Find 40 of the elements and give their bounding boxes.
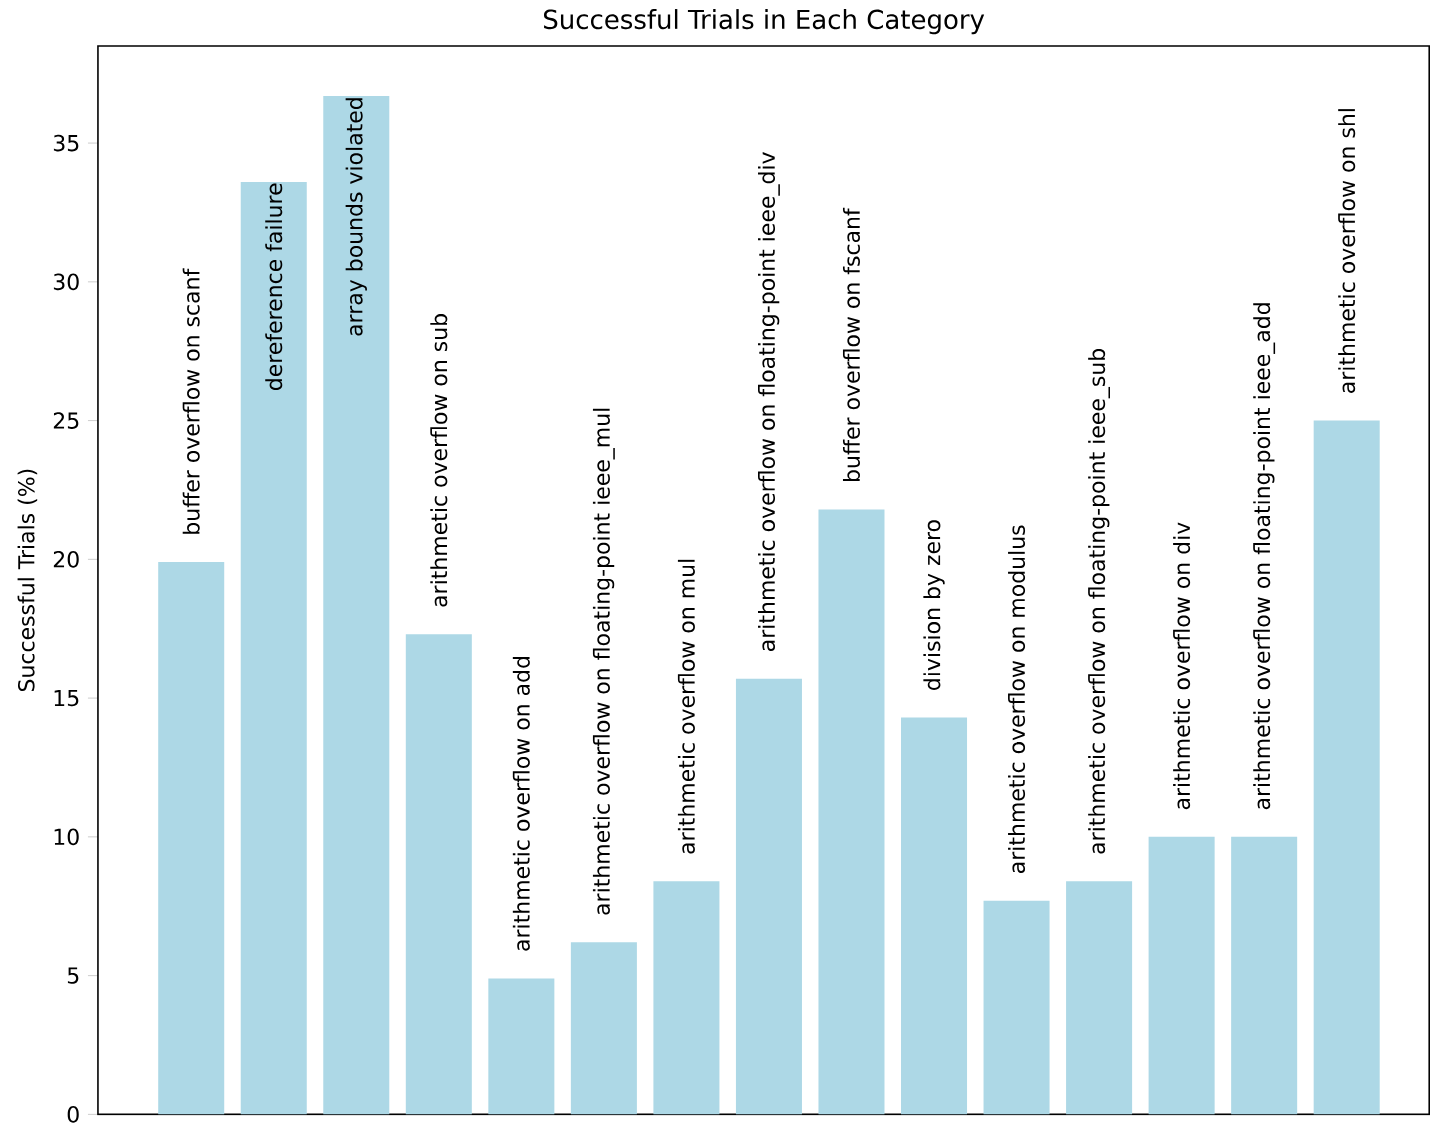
x-tick-label: arithmetic overflow on floating-point ieee_add xyxy=(1253,303,1276,810)
x-tick-label: buffer overflow on scanf xyxy=(182,268,200,534)
x-tick-label: arithmetic overflow on mul xyxy=(677,559,695,854)
bar xyxy=(1148,836,1215,1115)
x-tick-label: arithmetic overflow on div xyxy=(1173,522,1191,810)
bar xyxy=(983,900,1050,1115)
x-tick-label: arithmetic overflow on modulus xyxy=(1008,525,1026,873)
bar xyxy=(1313,420,1380,1115)
x-tick-label: buffer overflow on fscanf xyxy=(842,207,860,481)
y-tick-label: 25 xyxy=(53,412,79,429)
bar xyxy=(818,509,885,1115)
x-tick-label: arithmetic overflow on sub xyxy=(430,314,448,607)
y-tick-label: 10 xyxy=(54,828,79,846)
bar xyxy=(653,881,720,1115)
y-tick-label: 30 xyxy=(53,273,79,291)
x-tick-label: division by zero xyxy=(923,520,945,690)
chart-title: Successful Trials in Each Category xyxy=(544,9,985,35)
bar xyxy=(735,678,802,1115)
y-tick-label: 35 xyxy=(53,134,79,152)
x-tick-label: arithmetic overflow on shl xyxy=(1338,109,1356,393)
x-tick-label: arithmetic overflow on add xyxy=(512,656,530,951)
y-tick-label: 20 xyxy=(53,551,79,568)
y-tick-label: 5 xyxy=(67,967,79,984)
bar xyxy=(488,978,555,1115)
bar xyxy=(158,562,225,1115)
y-axis-title: Successful Trials (%) xyxy=(17,469,38,692)
x-tick-label: arithmetic overflow on floating-point ieee_sub xyxy=(1088,348,1111,854)
bar xyxy=(1231,836,1298,1115)
x-tick-label: dereference failure xyxy=(265,183,283,391)
bar xyxy=(323,95,390,1115)
bar xyxy=(570,942,637,1115)
y-tick-label: 0 xyxy=(67,1106,79,1123)
bar xyxy=(240,181,307,1115)
bar xyxy=(901,717,968,1115)
y-tick-label: 15 xyxy=(54,689,79,707)
x-tick-label: arithmetic overflow on floating-point ieee_mul xyxy=(592,408,615,915)
x-tick-label: arithmetic overflow on floating-point ieee_div xyxy=(758,152,780,651)
x-tick-label: array bounds violated xyxy=(345,98,367,336)
bar xyxy=(405,634,472,1115)
bar xyxy=(1066,881,1133,1115)
